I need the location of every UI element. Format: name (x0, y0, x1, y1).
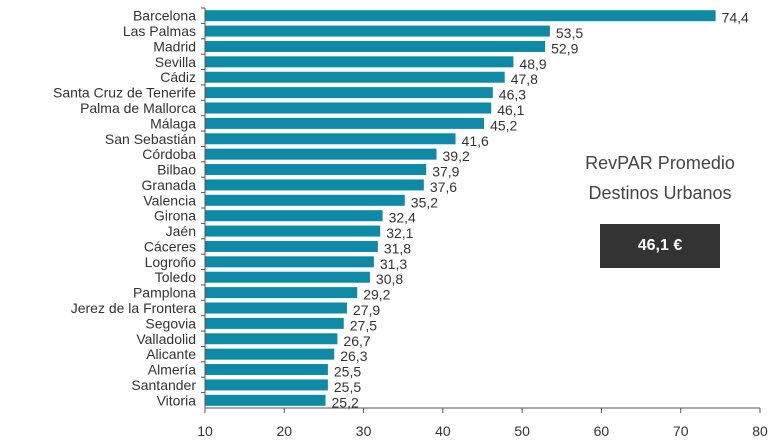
category-label: Jaén (166, 223, 196, 239)
bar (205, 271, 370, 283)
category-label: Madrid (153, 38, 196, 54)
data-label: 37,6 (430, 179, 457, 195)
bar (205, 394, 326, 406)
bar (205, 379, 328, 391)
bar (205, 117, 485, 129)
category-label: Las Palmas (123, 23, 196, 39)
category-label: Bilbao (157, 162, 196, 178)
category-label: Logroño (145, 254, 197, 270)
bar (205, 179, 424, 191)
bar (205, 256, 374, 268)
category-label: Santa Cruz de Tenerife (53, 85, 196, 101)
category-label: Valladolid (136, 331, 196, 347)
data-label: 31,8 (384, 240, 411, 256)
bar (205, 194, 405, 206)
bar (205, 302, 347, 314)
data-label: 46,1 (497, 102, 524, 118)
data-label: 52,9 (551, 40, 578, 56)
data-label: 46,3 (499, 87, 526, 103)
data-label: 41,6 (462, 133, 489, 149)
data-label: 32,4 (389, 210, 416, 226)
bar (205, 240, 378, 252)
data-label: 29,2 (363, 287, 390, 303)
category-label: Córdoba (142, 146, 196, 162)
data-label: 74,4 (722, 10, 749, 26)
category-label: Granada (142, 177, 197, 193)
category-label: San Sebastián (105, 131, 196, 147)
data-label: 30,8 (376, 271, 403, 287)
data-label: 37,9 (432, 164, 459, 180)
category-label: Almería (148, 362, 196, 378)
bar (205, 333, 338, 345)
callout-value-badge: 46,1 € (600, 224, 720, 268)
category-label: Santander (131, 377, 196, 393)
data-label: 26,3 (340, 348, 367, 364)
bar (205, 40, 546, 52)
bar (205, 148, 437, 160)
revpar-callout: RevPAR Promedio Destinos Urbanos 46,1 € (560, 148, 760, 268)
data-label: 45,2 (490, 117, 517, 133)
x-tick-label: 60 (594, 423, 610, 439)
data-label: 25,2 (332, 394, 359, 410)
bar (205, 364, 328, 376)
category-label: Vitoria (157, 392, 197, 408)
bar (205, 71, 505, 83)
category-label: Málaga (150, 115, 196, 131)
category-label: Palma de Mallorca (80, 100, 196, 116)
data-label: 47,8 (511, 71, 538, 87)
x-tick-label: 50 (514, 423, 530, 439)
x-tick-label: 80 (752, 423, 768, 439)
callout-title-line1: RevPAR Promedio (585, 153, 735, 173)
data-label: 53,5 (556, 25, 583, 41)
category-label: Sevilla (155, 54, 196, 70)
category-label: Valencia (143, 192, 196, 208)
data-label: 27,5 (350, 317, 377, 333)
bar (205, 56, 514, 68)
data-label: 32,1 (386, 225, 413, 241)
data-label: 25,5 (334, 364, 361, 380)
x-tick-label: 10 (197, 423, 213, 439)
bar (205, 164, 427, 176)
bar (205, 225, 381, 237)
data-label: 27,9 (353, 302, 380, 318)
bar (205, 348, 335, 360)
bar (205, 133, 456, 145)
bar (205, 25, 550, 37)
bar (205, 287, 358, 299)
bar (205, 87, 493, 99)
data-label: 35,2 (411, 194, 438, 210)
category-label: Cádiz (160, 69, 196, 85)
category-label: Jerez de la Frontera (71, 300, 196, 316)
data-label: 39,2 (443, 148, 470, 164)
bar (205, 102, 492, 114)
category-label: Girona (154, 208, 196, 224)
x-tick-label: 20 (276, 423, 292, 439)
bar (205, 317, 344, 329)
data-label: 31,3 (380, 256, 407, 272)
bar (205, 10, 716, 22)
x-tick-label: 70 (673, 423, 689, 439)
callout-title-line2: Destinos Urbanos (588, 183, 732, 203)
bar (205, 210, 383, 222)
category-label: Segovia (145, 315, 196, 331)
category-label: Pamplona (133, 285, 196, 301)
category-label: Alicante (146, 346, 196, 362)
category-label: Barcelona (133, 8, 196, 24)
data-label: 25,5 (334, 379, 361, 395)
data-label: 26,7 (343, 333, 370, 349)
x-tick-label: 40 (435, 423, 451, 439)
data-label: 48,9 (519, 56, 546, 72)
category-label: Cáceres (144, 238, 196, 254)
category-label: Toledo (155, 269, 196, 285)
x-tick-label: 30 (356, 423, 372, 439)
